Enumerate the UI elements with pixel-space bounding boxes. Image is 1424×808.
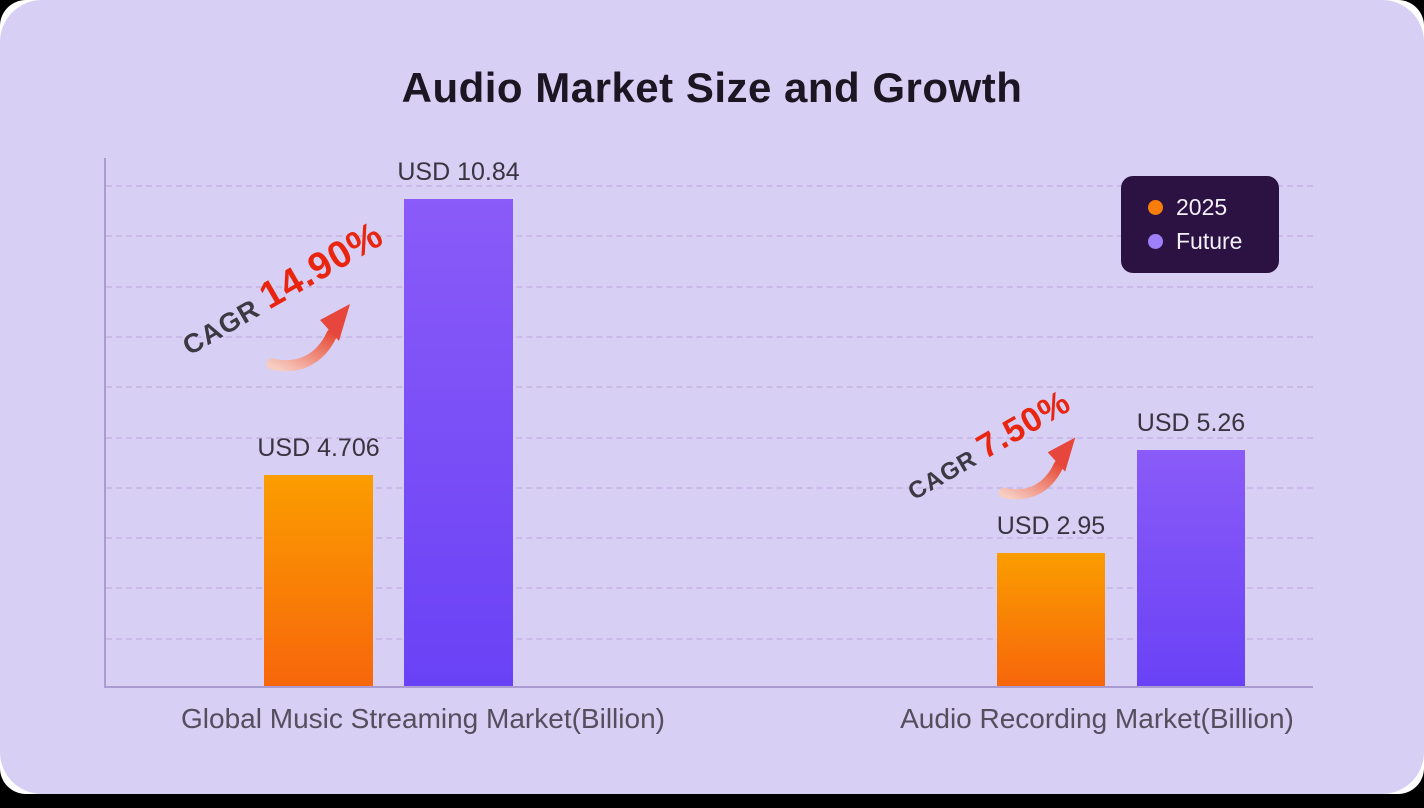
x-axis-label-audio-recording: Audio Recording Market(Billion) [900,703,1294,734]
legend-label-future: Future [1176,228,1243,254]
value-label-2025-music-streaming: USD 4.706 [257,434,380,462]
legend-label-2025: 2025 [1176,194,1228,220]
bar-future-music-streaming [404,199,513,686]
gridline [106,235,1313,238]
x-axis-label-music-streaming: Global Music Streaming Market(Billion) [181,703,665,734]
chart-title: Audio Market Size and Growth [401,64,1023,111]
gridline [106,185,1313,187]
gridline [106,587,1313,590]
gridline [106,436,1313,439]
gridline [106,637,1313,640]
gridline [106,285,1313,288]
gridline [106,335,1313,338]
gridline [106,386,1313,389]
legend-dot-future [1148,234,1163,249]
bar-2025-music-streaming [264,475,373,686]
value-label-future-music-streaming: USD 10.84 [397,158,520,186]
legend-dot-2025 [1148,200,1163,215]
plot-area: USD 4.706 USD 10.84 USD 2.95 USD 5.26 [104,158,1313,688]
gridline [106,537,1313,540]
gridline [106,486,1313,489]
bar-2025-audio-recording [997,553,1105,686]
growth-arrow-icon [998,437,1076,500]
legend-item-2025: 2025 [1148,194,1279,221]
growth-arrow-icon [266,304,350,372]
bar-future-audio-recording [1137,450,1245,686]
legend: 2025 Future [1121,176,1279,273]
value-label-future-audio-recording: USD 5.26 [1136,409,1246,437]
value-label-2025-audio-recording: USD 2.95 [996,512,1106,540]
legend-item-future: Future [1148,228,1279,255]
